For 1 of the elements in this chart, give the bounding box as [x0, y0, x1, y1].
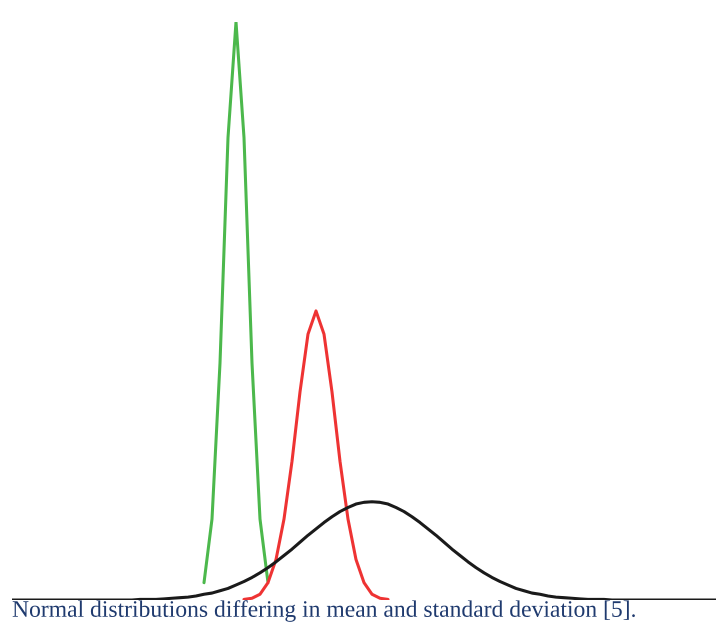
- text: Normal distributions differing in mean and standard deviation [5].: [12, 600, 635, 622]
